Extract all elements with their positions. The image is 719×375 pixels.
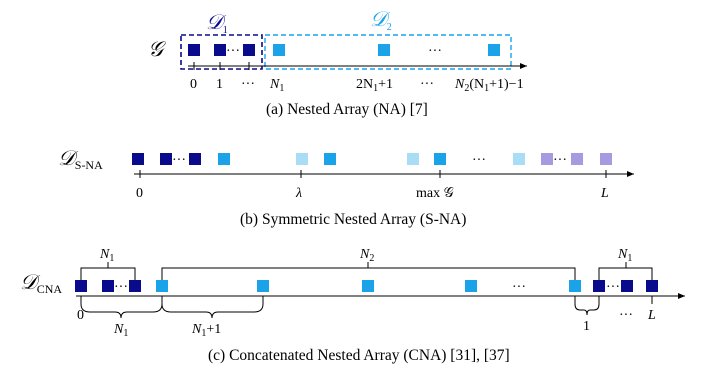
tick-label-b-0: 0 [136, 186, 143, 201]
tick-label-a-0: 0 [190, 77, 197, 92]
d1-dashed-box [180, 34, 263, 70]
sensor-a-d2-2 [378, 44, 390, 56]
set-dcna-symbol: 𝒟CNA [20, 270, 62, 296]
dots-c-left: ··· [114, 280, 128, 295]
below-label-zero: 0 [77, 308, 84, 323]
sensor-a-d1-1 [188, 44, 200, 56]
sensor-a-d1-3 [243, 44, 255, 56]
below-label-dots: ··· [619, 308, 633, 323]
tick-label-b-max: max 𝒢 [416, 186, 454, 201]
sensor-c-8 [569, 280, 581, 292]
below-label-n1: N1 [113, 322, 128, 339]
sensor-b-10 [541, 153, 553, 165]
d2-dashed-box [264, 34, 512, 70]
sensor-a-d2-1 [273, 44, 285, 56]
tick-label-b-lambda: λ [295, 186, 302, 201]
dots-b-right: ··· [553, 153, 567, 168]
sensor-c-5 [257, 280, 269, 292]
brace-top-left-label: N1 [99, 247, 114, 264]
caption-a: (a) Nested Array (NA) [7] [266, 101, 428, 118]
tick-label-a-1: 1 [216, 77, 223, 92]
sensor-b-6 [324, 153, 336, 165]
brace-top-left [80, 262, 136, 280]
set-dsna-symbol: 𝒟S-NA [58, 146, 103, 172]
sensor-c-4 [156, 280, 168, 292]
below-label-n1p1: N1+1 [191, 322, 221, 339]
sensor-a-d1-2 [214, 44, 226, 56]
tick-label-a-n1: N1 [269, 77, 284, 94]
sensor-c-2 [102, 280, 114, 292]
sensor-b-1 [132, 153, 144, 165]
dots-c-right: ··· [606, 280, 620, 295]
caption-b: (b) Symmetric Nested Array (S-NA) [240, 211, 466, 228]
tick-label-a-last: N2(N1+1)−1 [454, 77, 524, 94]
brace-bottom-n1p1 [161, 303, 264, 319]
sensor-c-1 [75, 280, 87, 292]
dots-a-outer: ··· [428, 44, 442, 59]
d1-label: 𝒟1 [206, 10, 228, 36]
panel-c: 𝒟CNA N1 N2 N1 ··· ··· ··· [20, 247, 685, 364]
below-label-one: 1 [583, 319, 590, 334]
brace-top-mid [161, 262, 576, 280]
brace-bottom-one [574, 303, 600, 316]
sensor-b-8 [434, 153, 446, 165]
brace-top-mid-label: N2 [359, 247, 374, 264]
sensor-b-9 [513, 153, 525, 165]
dots-b-mid: ··· [472, 153, 486, 168]
dots-c-mid: ··· [512, 280, 526, 295]
sensor-c-7 [465, 280, 477, 292]
panel-b: 𝒟S-NA ··· ··· ··· 0 λ max 𝒢 L (b) Symmet… [58, 146, 634, 228]
sensor-c-10 [621, 280, 633, 292]
d2-label: 𝒟2 [370, 7, 392, 33]
brace-bottom-n1 [80, 303, 163, 319]
sensor-c-3 [129, 280, 141, 292]
set-g-symbol: 𝒢 [148, 37, 166, 61]
sensor-b-5 [296, 153, 308, 165]
tick-label-a-middots: ··· [420, 77, 434, 92]
sensor-b-2 [160, 153, 172, 165]
brace-top-right-label: N1 [617, 247, 632, 264]
sensor-b-7 [407, 153, 419, 165]
caption-c: (c) Concatenated Nested Array (CNA) [31]… [208, 347, 510, 364]
sensor-b-11 [571, 153, 583, 165]
sensor-c-9 [593, 280, 605, 292]
dots-a-inner: ··· [226, 44, 240, 59]
sensor-b-12 [600, 153, 612, 165]
sensor-a-d2-3 [488, 44, 500, 56]
panel-a: 𝒢 𝒟1 𝒟2 ··· ··· 0 1 ··· N1 2N1+1 ··· N2(… [148, 7, 527, 118]
tick-label-a-2n1p1: 2N1+1 [356, 77, 393, 94]
sensor-b-3 [189, 153, 201, 165]
sensor-b-4 [218, 153, 230, 165]
sensor-c-11 [646, 280, 658, 292]
brace-top-right [598, 262, 653, 280]
dots-b-inner: ··· [172, 153, 186, 168]
tick-label-b-L: L [600, 186, 609, 201]
below-label-L: L [647, 308, 656, 323]
sensor-c-6 [362, 280, 374, 292]
tick-label-a-dots: ··· [241, 77, 255, 92]
